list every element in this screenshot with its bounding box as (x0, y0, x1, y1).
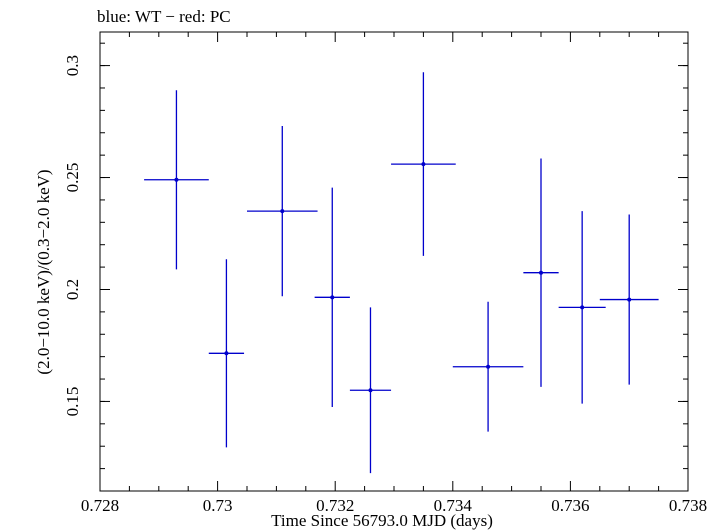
data-point-wt (599, 214, 659, 385)
data-marker (486, 364, 491, 369)
plot-frame (99, 31, 689, 492)
x-tick-label: 0.73 (203, 496, 233, 515)
chart-title: blue: WT − red: PC (97, 7, 231, 26)
y-tick-label: 0.15 (63, 387, 82, 417)
data-marker (368, 388, 373, 393)
data-point-wt (247, 126, 318, 297)
data-point-wt (208, 259, 245, 448)
y-axis-label: (2.0−10.0 keV)/(0.3−2.0 keV) (34, 169, 53, 374)
y-tick-label: 0.25 (63, 163, 82, 193)
data-marker (539, 270, 543, 275)
data-point-wt (523, 158, 559, 387)
y-tick-label: 0.3 (63, 55, 82, 76)
data-point-wt (452, 301, 524, 432)
data-point-wt (558, 211, 606, 404)
x-tick-label: 0.738 (669, 496, 707, 515)
axis-ticks: 0.728 0.73 0.732 0.734 0.736 0.738 0.15 0.2 0.25… (63, 32, 707, 515)
data-marker (580, 305, 585, 310)
data-marker (627, 297, 632, 302)
data-point-wt (144, 90, 209, 270)
x-tick-label: 0.728 (81, 496, 119, 515)
data-marker (174, 177, 179, 182)
data-point-wt (391, 72, 456, 256)
data-point-wt (349, 307, 392, 474)
x-axis-label: Time Since 56793.0 MJD (days) (271, 511, 493, 530)
data-marker (280, 209, 285, 214)
x-tick-label: 0.736 (551, 496, 589, 515)
data-marker (224, 351, 229, 356)
data-points (144, 72, 659, 474)
x-tick-label: 0.734 (434, 496, 473, 515)
x-tick-label: 0.732 (316, 496, 354, 515)
data-marker (330, 295, 335, 300)
y-tick-label: 0.2 (63, 279, 82, 300)
data-marker (421, 162, 426, 167)
data-point-wt (314, 187, 350, 408)
